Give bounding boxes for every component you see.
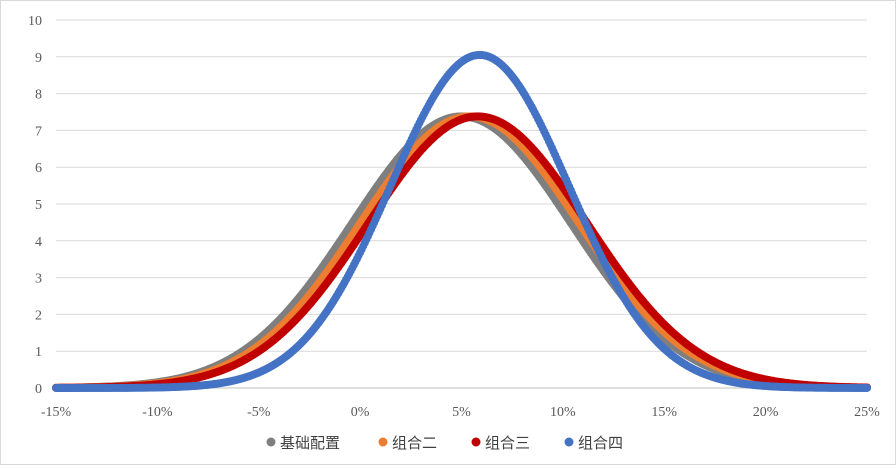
legend-label: 基础配置 xyxy=(280,435,340,452)
series-layer xyxy=(52,50,871,392)
legend-marker xyxy=(266,437,276,447)
grid-lines xyxy=(56,19,867,352)
series-1 xyxy=(52,112,871,392)
x-tick-label: -15% xyxy=(41,405,72,420)
x-tick-label: -10% xyxy=(142,405,173,420)
legend-label: 组合三 xyxy=(485,435,530,452)
legend-label: 组合四 xyxy=(578,435,623,452)
legend-item: 组合四 xyxy=(564,435,623,452)
x-tick-label: 5% xyxy=(452,405,471,420)
x-tick-label: -5% xyxy=(247,405,271,420)
y-tick-label: 2 xyxy=(35,308,42,323)
series-3 xyxy=(52,112,871,392)
legend-marker xyxy=(564,437,574,447)
series-4 xyxy=(52,50,871,392)
legend-item: 组合三 xyxy=(471,435,530,452)
axes: 0 1 2 3 4 5 6 7 8 9 10 -15% -10% -5% 0% 5% 10% 15% 20% 25% xyxy=(28,14,880,420)
x-tick-label: 20% xyxy=(753,405,779,420)
y-tick-label: 8 xyxy=(35,88,42,103)
y-tick-label: 4 xyxy=(35,235,42,250)
legend-marker xyxy=(471,437,481,447)
series-point xyxy=(863,383,871,392)
y-tick-label: 9 xyxy=(35,51,42,66)
y-tick-label: 5 xyxy=(35,198,42,213)
legend-item: 组合二 xyxy=(378,435,437,452)
y-tick-label: 3 xyxy=(35,272,42,287)
x-tick-label: 15% xyxy=(651,405,677,420)
legend-label: 组合二 xyxy=(392,435,437,452)
y-tick-label: 1 xyxy=(35,345,42,360)
x-tick-label: 10% xyxy=(550,405,576,420)
series-2 xyxy=(52,112,871,392)
x-tick-label: 0% xyxy=(351,405,370,420)
y-tick-label: 6 xyxy=(35,161,42,176)
x-tick-label: 25% xyxy=(854,405,880,420)
legend-item: 基础配置 xyxy=(266,435,340,452)
y-tick-label: 10 xyxy=(28,14,42,29)
legend: 基础配置 组合二 组合三 组合四 xyxy=(266,435,623,452)
y-tick-label: 0 xyxy=(35,382,42,397)
y-tick-label: 7 xyxy=(35,124,42,139)
legend-marker xyxy=(378,437,388,447)
